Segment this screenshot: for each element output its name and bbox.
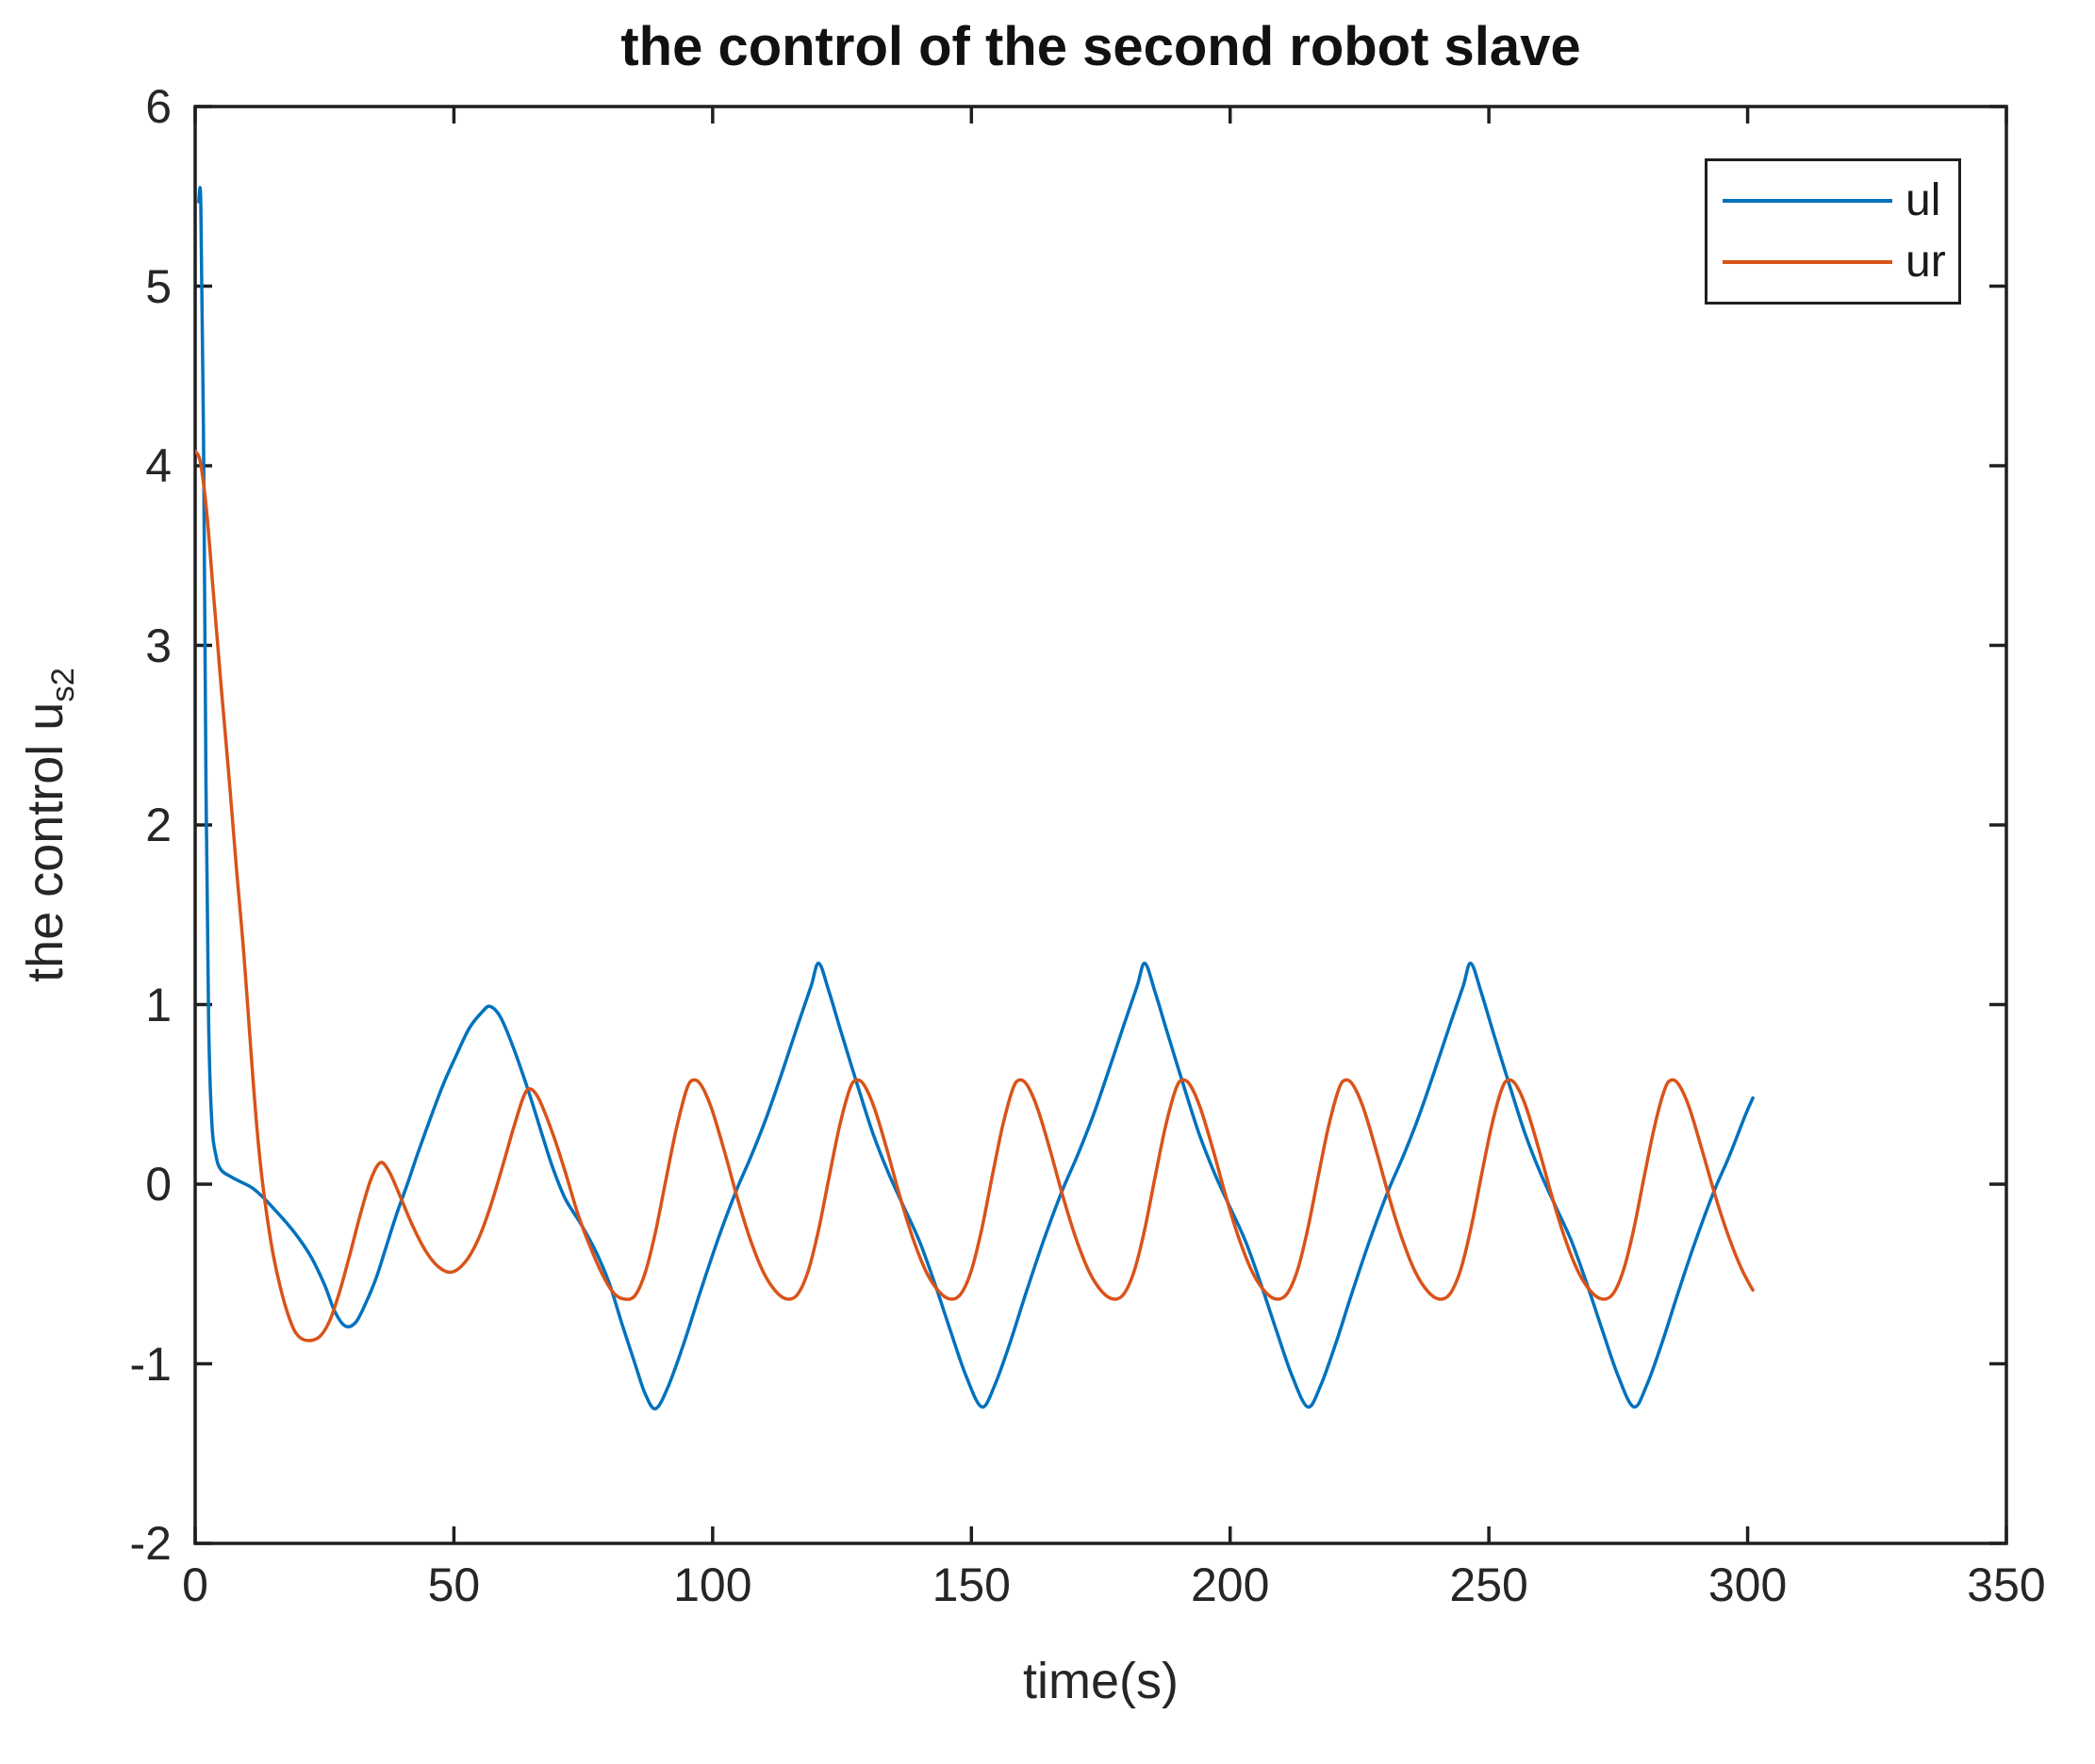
axes-box [193, 105, 2008, 1545]
x-tick-label-150: 150 [932, 1558, 1011, 1611]
series-line-ul [197, 186, 1755, 1410]
x-tick-label-300: 300 [1707, 1558, 1788, 1611]
y-tick-label-1: 1 [145, 978, 172, 1031]
plot-title: the control of the second robot slave [620, 16, 1581, 77]
x-tick-label-250: 250 [1449, 1558, 1528, 1611]
legend-item-ul: ul [1707, 174, 1958, 225]
x-tick-label-200: 200 [1190, 1558, 1270, 1611]
y-tick-label-6: 6 [145, 80, 172, 133]
series-layer [195, 186, 1755, 1410]
legend-box: ul ur [1705, 158, 1961, 305]
x-tick-label-0: 0 [182, 1558, 208, 1611]
x-axis-label: time(s) [1023, 1653, 1179, 1709]
x-tick-label-50: 50 [427, 1558, 481, 1611]
y-tick-label--2: -2 [129, 1517, 172, 1570]
series-line-ur [195, 450, 1755, 1343]
legend-line-sample-ul [1723, 198, 1892, 203]
x-tick-label-100: 100 [673, 1558, 752, 1611]
y-axis-label-subscript: s2 [44, 668, 81, 702]
legend-label-ul: ul [1905, 174, 1941, 225]
y-tick-label-3: 3 [145, 618, 172, 672]
x-tick-label-350: 350 [1967, 1558, 2046, 1611]
y-tick-label-4: 4 [145, 439, 172, 492]
legend-line-sample-ur [1723, 260, 1892, 265]
legend-item-ur: ur [1707, 239, 1958, 285]
legend-label-ur: ur [1905, 237, 1946, 288]
y-tick-label--1: -1 [129, 1337, 172, 1391]
y-tick-label-5: 5 [145, 259, 172, 313]
plot-box-border [193, 105, 2008, 1545]
y-tick-label-2: 2 [145, 799, 172, 851]
y-tick-label-0: 0 [145, 1158, 172, 1211]
